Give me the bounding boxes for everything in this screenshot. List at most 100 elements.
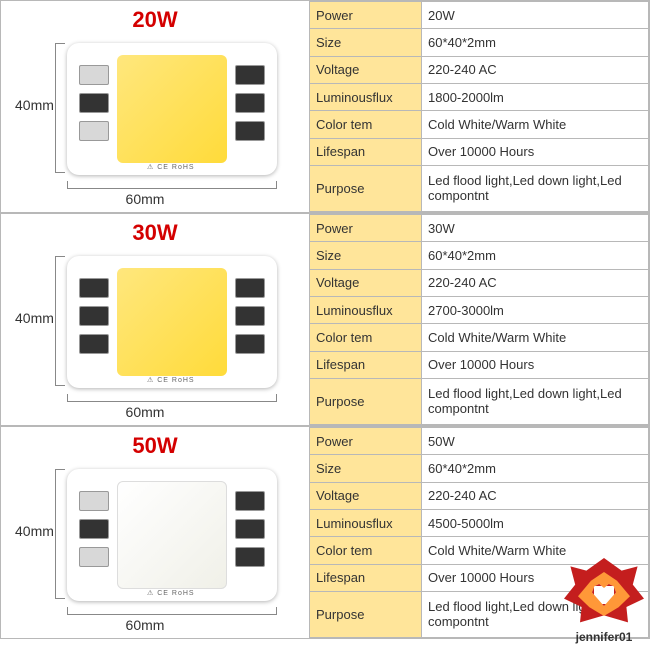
- table-row: Size60*40*2mm: [310, 455, 649, 482]
- wattage-title: 30W: [132, 220, 177, 246]
- ce-rohs-mark: ⚠ CE RoHS: [147, 376, 195, 384]
- wattage-title: 20W: [132, 7, 177, 33]
- table-row: Voltage220-240 AC: [310, 56, 649, 83]
- spec-val: 50W: [422, 428, 649, 455]
- spec-val: 220-240 AC: [422, 482, 649, 509]
- spec-val: Cold White/Warm White: [422, 324, 649, 351]
- chip-right-components-icon: [235, 278, 265, 354]
- spec-val: Over 10000 Hours: [422, 351, 649, 378]
- table-row: Voltage220-240 AC: [310, 482, 649, 509]
- fire-heart-icon: [564, 558, 644, 628]
- variant-row: 30W 40mm ⚠ CE RoHS 60mm Power30W Size60*…: [0, 213, 650, 426]
- chip-right-components-icon: [235, 65, 265, 141]
- table-row: Size60*40*2mm: [310, 242, 649, 269]
- table-row: LifespanOver 10000 Hours: [310, 351, 649, 378]
- horizontal-dimension-line: [67, 394, 277, 402]
- spec-val: 220-240 AC: [422, 269, 649, 296]
- table-row: Color temCold White/Warm White: [310, 111, 649, 138]
- led-emitting-area-icon: [117, 481, 227, 589]
- specs-table: Power30W Size60*40*2mm Voltage220-240 AC…: [309, 214, 649, 425]
- spec-key: Luminousflux: [310, 83, 422, 110]
- table-row: Luminousflux4500-5000lm: [310, 509, 649, 536]
- spec-key: Color tem: [310, 324, 422, 351]
- specs-table: Power20W Size60*40*2mm Voltage220-240 AC…: [309, 1, 649, 212]
- led-emitting-area-icon: [117, 55, 227, 163]
- spec-val: 4500-5000lm: [422, 509, 649, 536]
- spec-key: Lifespan: [310, 138, 422, 165]
- spec-key: Luminousflux: [310, 509, 422, 536]
- spec-key: Lifespan: [310, 564, 422, 591]
- table-row: Power50W: [310, 428, 649, 455]
- led-emitting-area-icon: [117, 268, 227, 376]
- spec-key: Luminousflux: [310, 296, 422, 323]
- table-row: PurposeLed flood light,Led down light,Le…: [310, 378, 649, 424]
- table-row: Power20W: [310, 2, 649, 29]
- spec-val: Cold White/Warm White: [422, 111, 649, 138]
- table-row: PurposeLed flood light,Led down light,Le…: [310, 165, 649, 211]
- horizontal-dimension-line: [67, 607, 277, 615]
- width-dimension-label: 60mm: [126, 617, 165, 633]
- table-row: Luminousflux2700-3000lm: [310, 296, 649, 323]
- chip-left-components-icon: [79, 65, 109, 141]
- spec-val: Led flood light,Led down light,Led compo…: [422, 378, 649, 424]
- spec-key: Power: [310, 215, 422, 242]
- height-dimension-label: 40mm: [15, 97, 54, 113]
- spec-val: Led flood light,Led down light,Led compo…: [422, 165, 649, 211]
- chip-left-components-icon: [79, 278, 109, 354]
- width-dimension-label: 60mm: [126, 191, 165, 207]
- variant-row: 50W 40mm ⚠ CE RoHS 60mm Power50W Size60*…: [0, 426, 650, 639]
- spec-val: 220-240 AC: [422, 56, 649, 83]
- spec-val: 20W: [422, 2, 649, 29]
- spec-key: Purpose: [310, 165, 422, 211]
- chip-diagram-cell: 50W 40mm ⚠ CE RoHS 60mm: [1, 427, 309, 638]
- spec-val: 2700-3000lm: [422, 296, 649, 323]
- chip-right-components-icon: [235, 491, 265, 567]
- width-dimension-label: 60mm: [126, 404, 165, 420]
- spec-key: Voltage: [310, 56, 422, 83]
- spec-key: Color tem: [310, 537, 422, 564]
- spec-val: 1800-2000lm: [422, 83, 649, 110]
- spec-key: Purpose: [310, 378, 422, 424]
- chip-diagram: 40mm ⚠ CE RoHS 60mm: [15, 37, 295, 207]
- table-row: Size60*40*2mm: [310, 29, 649, 56]
- watermark: jennifer01: [564, 558, 644, 644]
- height-dimension-label: 40mm: [15, 310, 54, 326]
- vertical-dimension-line: [55, 43, 65, 173]
- table-row: Color temCold White/Warm White: [310, 324, 649, 351]
- ce-rohs-mark: ⚠ CE RoHS: [147, 589, 195, 597]
- wattage-title: 50W: [132, 433, 177, 459]
- spec-val: Over 10000 Hours: [422, 138, 649, 165]
- chip-diagram-cell: 30W 40mm ⚠ CE RoHS 60mm: [1, 214, 309, 425]
- spec-key: Power: [310, 2, 422, 29]
- table-row: Luminousflux1800-2000lm: [310, 83, 649, 110]
- vertical-dimension-line: [55, 469, 65, 599]
- height-dimension-label: 40mm: [15, 523, 54, 539]
- spec-val: 30W: [422, 215, 649, 242]
- spec-key: Purpose: [310, 591, 422, 637]
- chip-diagram: 40mm ⚠ CE RoHS 60mm: [15, 250, 295, 420]
- watermark-text: jennifer01: [576, 630, 633, 644]
- chip-left-components-icon: [79, 491, 109, 567]
- spec-val: 60*40*2mm: [422, 242, 649, 269]
- led-chip-icon: ⚠ CE RoHS: [67, 256, 277, 388]
- spec-key: Size: [310, 455, 422, 482]
- table-row: LifespanOver 10000 Hours: [310, 138, 649, 165]
- vertical-dimension-line: [55, 256, 65, 386]
- chip-diagram-cell: 20W 40mm ⚠ CE RoHS 60mm: [1, 1, 309, 212]
- spec-key: Voltage: [310, 269, 422, 296]
- spec-key: Lifespan: [310, 351, 422, 378]
- led-chip-icon: ⚠ CE RoHS: [67, 469, 277, 601]
- spec-key: Power: [310, 428, 422, 455]
- spec-val: 60*40*2mm: [422, 29, 649, 56]
- variant-row: 20W 40mm ⚠ CE RoHS 60mm Power20W Size60*…: [0, 0, 650, 213]
- spec-key: Color tem: [310, 111, 422, 138]
- table-row: Voltage220-240 AC: [310, 269, 649, 296]
- ce-rohs-mark: ⚠ CE RoHS: [147, 163, 195, 171]
- led-chip-icon: ⚠ CE RoHS: [67, 43, 277, 175]
- spec-key: Voltage: [310, 482, 422, 509]
- horizontal-dimension-line: [67, 181, 277, 189]
- spec-val: 60*40*2mm: [422, 455, 649, 482]
- chip-diagram: 40mm ⚠ CE RoHS 60mm: [15, 463, 295, 633]
- spec-key: Size: [310, 29, 422, 56]
- table-row: Power30W: [310, 215, 649, 242]
